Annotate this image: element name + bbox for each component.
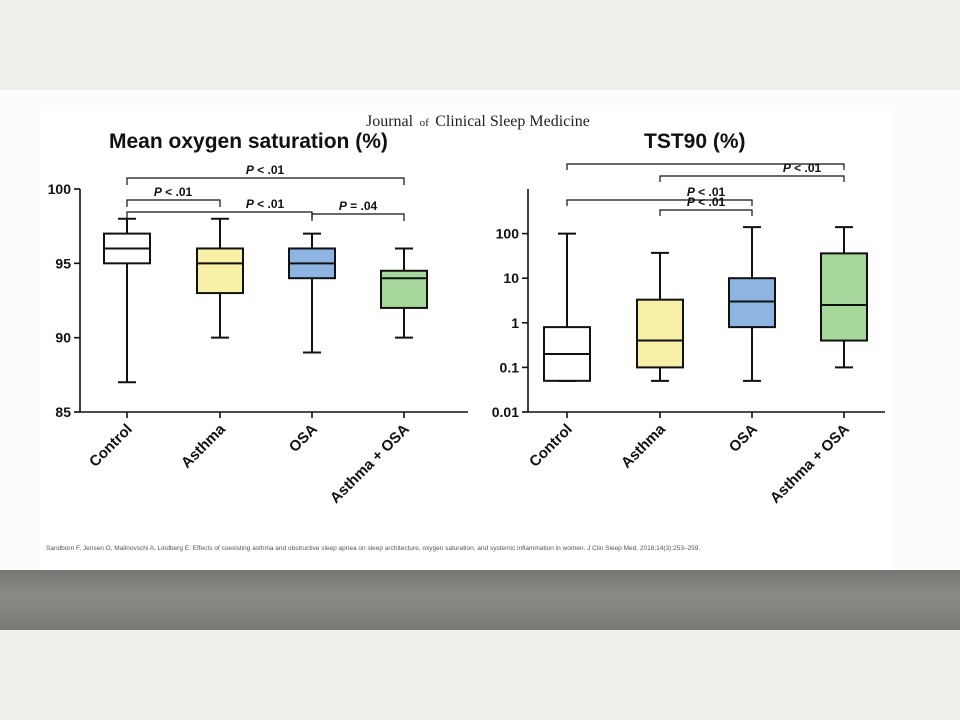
box-plot-asthma xyxy=(196,217,244,339)
bracket-line xyxy=(659,175,845,182)
y-tick-label: 100 xyxy=(496,226,520,242)
y-tick-label: 0.1 xyxy=(500,359,520,375)
p-value-label: P < .01 xyxy=(246,163,285,177)
journal-name-prefix: Journal xyxy=(366,113,414,130)
x-category-label: OSA xyxy=(726,421,761,456)
box-plot-osa xyxy=(288,232,336,354)
p-value-text: < .01 xyxy=(162,185,193,199)
slide-bottom-margin xyxy=(0,630,960,720)
y-tick-label: 100 xyxy=(48,181,72,197)
box-plot-control xyxy=(103,217,151,384)
y-tick-label: 0.01 xyxy=(492,404,519,420)
significance-bracket: P < .01 xyxy=(566,185,753,206)
p-symbol: P xyxy=(339,199,348,213)
chart-title: Mean oxygen saturation (%) xyxy=(109,130,388,153)
bracket-line xyxy=(566,163,845,170)
citation-text: Sandborn F, Jensen O, Malinovschi A, Lin… xyxy=(46,545,700,552)
y-tick-label: 10 xyxy=(503,270,519,286)
journal-name-suffix: Clinical Sleep Medicine xyxy=(435,113,590,130)
x-category-label: Asthma + OSA xyxy=(327,421,413,507)
p-symbol: P xyxy=(154,185,163,199)
figure-panel: Journal of Clinical Sleep Medicine Mean … xyxy=(40,106,892,570)
p-symbol: P xyxy=(246,163,255,177)
significance-bracket: P = .04 xyxy=(311,199,405,221)
p-value-label: P = .04 xyxy=(339,199,378,213)
journal-header: Journal of Clinical Sleep Medicine xyxy=(366,113,590,130)
box-plot-osa xyxy=(728,226,776,382)
slide-floor-strip xyxy=(0,570,960,630)
bracket-line xyxy=(566,199,753,206)
box-plot-control xyxy=(543,232,591,382)
p-value-text: < .01 xyxy=(254,197,285,211)
figure-svg: Journal of Clinical Sleep Medicine Mean … xyxy=(46,113,885,552)
significance-bracket: P < .01 xyxy=(126,185,221,207)
p-value-text: < .01 xyxy=(254,163,285,177)
iqr-box xyxy=(728,277,776,329)
x-category-label: Asthma xyxy=(618,420,669,471)
x-category-label: OSA xyxy=(286,421,321,456)
x-category-label: Asthma + OSA xyxy=(767,421,853,507)
box-plot-asthma-osa xyxy=(380,247,428,339)
p-symbol: P xyxy=(783,161,792,175)
iqr-box xyxy=(380,269,428,309)
p-value-text: = .04 xyxy=(347,199,378,213)
bracket-line xyxy=(126,199,221,207)
box-plot-asthma-osa xyxy=(820,226,868,369)
slide-top-margin xyxy=(0,0,960,90)
p-symbol: P xyxy=(687,185,696,199)
p-value-label: P < .01 xyxy=(154,185,193,199)
p-symbol: P xyxy=(687,195,696,209)
significance-bracket: P < .01 xyxy=(659,195,753,216)
iqr-box xyxy=(636,298,684,369)
chart-title: TST90 (%) xyxy=(644,130,746,153)
p-value-text: < .01 xyxy=(695,185,726,199)
significance-bracket xyxy=(566,163,845,170)
bracket-line xyxy=(659,209,753,216)
x-category-label: Asthma xyxy=(178,420,229,471)
p-value-label: P < .01 xyxy=(687,185,726,199)
bracket-line xyxy=(311,213,405,221)
iqr-box xyxy=(196,247,244,295)
box-plot-asthma xyxy=(636,251,684,382)
significance-bracket: P < .01 xyxy=(126,163,405,185)
x-category-label: Control xyxy=(526,421,576,471)
bracket-line xyxy=(126,177,405,185)
p-value-text: < .01 xyxy=(695,195,726,209)
iqr-box xyxy=(820,252,868,342)
p-value-label: P < .01 xyxy=(783,161,822,175)
p-symbol: P xyxy=(246,197,255,211)
x-category-label: Control xyxy=(86,421,136,471)
tst90-chart: TST90 (%) 0.01 0.1 1 10 100 Control Asthma OSA As… xyxy=(492,130,885,507)
y-tick-label: 90 xyxy=(55,330,71,346)
y-tick-label: 85 xyxy=(55,404,71,420)
p-value-label: P < .01 xyxy=(687,195,726,209)
y-tick-label: 1 xyxy=(511,315,519,331)
p-value-label: P < .01 xyxy=(246,197,285,211)
journal-name-of: of xyxy=(420,117,430,129)
p-value-text: < .01 xyxy=(791,161,822,175)
y-tick-label: 95 xyxy=(55,255,71,271)
oxygen-saturation-chart: Mean oxygen saturation (%) 85 90 95 100 Contr… xyxy=(48,130,468,507)
